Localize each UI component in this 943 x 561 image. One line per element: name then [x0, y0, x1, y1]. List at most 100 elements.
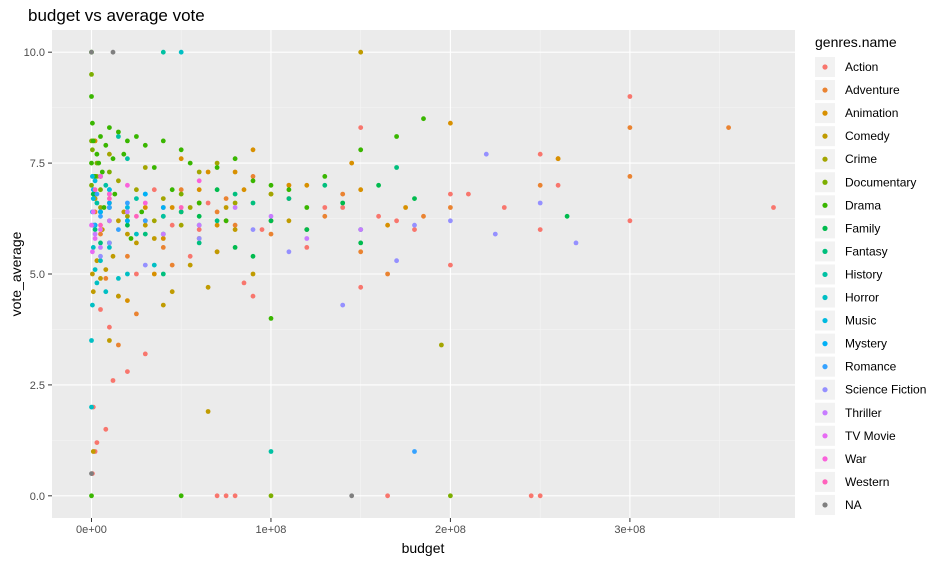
data-point: [160, 49, 166, 55]
axes: 0e+00 1e+08 2e+08 3e+08 0.0 2.5 5.0 7.5 10.0: [24, 47, 646, 536]
data-point: [121, 209, 127, 215]
legend-marker: [822, 410, 828, 416]
data-point: [96, 160, 102, 166]
data-point: [394, 258, 399, 264]
data-point: [232, 205, 238, 210]
data-point: [103, 142, 109, 148]
data-point: [107, 338, 112, 343]
data-point: [98, 307, 103, 312]
data-point: [90, 271, 95, 277]
data-point: [340, 205, 346, 210]
data-point: [134, 231, 139, 237]
data-point: [107, 245, 112, 250]
data-point: [169, 222, 175, 228]
legend-marker: [822, 387, 828, 393]
legend-marker: [822, 248, 828, 254]
data-point: [116, 178, 121, 184]
data-point: [107, 240, 112, 246]
data-point: [125, 253, 130, 259]
data-point: [103, 182, 109, 188]
data-point: [134, 134, 139, 139]
legend-label: Horror: [845, 291, 879, 305]
data-point: [134, 196, 139, 202]
data-point: [268, 182, 274, 188]
legend-item: Animation: [815, 103, 898, 124]
data-point: [448, 205, 453, 210]
data-point: [89, 404, 94, 410]
legend-item: Crime: [815, 149, 877, 170]
data-point: [92, 187, 98, 193]
legend-marker: [822, 456, 828, 462]
data-point: [394, 218, 399, 224]
legend-marker: [822, 271, 828, 278]
data-point: [160, 245, 166, 250]
data-point: [250, 227, 256, 233]
data-point: [187, 262, 193, 268]
data-point: [196, 236, 202, 241]
data-point: [358, 284, 364, 290]
data-point: [223, 196, 229, 202]
data-point: [187, 205, 193, 210]
legend-label: Fantasy: [845, 244, 888, 258]
y-tick-label: 10.0: [24, 47, 45, 59]
series-action: [90, 94, 776, 499]
data-point: [178, 156, 184, 162]
data-point: [160, 302, 166, 308]
data-point: [142, 222, 148, 228]
data-point: [196, 178, 202, 184]
data-point: [107, 205, 112, 210]
data-point: [268, 191, 274, 197]
legend-marker: [822, 64, 828, 70]
data-point: [268, 493, 274, 499]
data-point: [187, 253, 193, 259]
data-point: [492, 231, 498, 237]
series-horror: [89, 49, 184, 410]
data-point: [178, 49, 184, 55]
legend-label: Music: [845, 314, 876, 328]
legend-label: Adventure: [845, 83, 900, 97]
legend-marker: [822, 341, 828, 347]
data-point: [178, 209, 184, 215]
data-point: [160, 231, 166, 237]
x-tick-label: 0e+00: [76, 524, 107, 536]
data-point: [160, 138, 166, 144]
data-point: [116, 227, 121, 233]
data-point: [214, 165, 220, 170]
data-point: [92, 178, 98, 184]
legend-label: Western: [845, 475, 889, 489]
legend-marker: [822, 225, 828, 231]
data-point: [151, 262, 157, 268]
data-point: [250, 178, 256, 184]
legend-item: TV Movie: [815, 425, 896, 446]
data-point: [98, 227, 103, 233]
data-point: [196, 200, 202, 206]
data-point: [448, 218, 453, 224]
data-point: [151, 187, 157, 193]
data-point: [448, 191, 453, 197]
data-point: [223, 205, 229, 210]
data-point: [627, 125, 633, 130]
x-tick-label: 2e+08: [435, 524, 466, 536]
data-point: [98, 209, 103, 215]
data-point: [537, 151, 543, 157]
data-point: [110, 49, 116, 55]
data-point: [125, 213, 130, 219]
legend-marker: [822, 433, 828, 439]
data-point: [358, 227, 364, 233]
data-point: [232, 200, 238, 206]
data-point: [107, 196, 112, 202]
data-point: [286, 218, 292, 224]
data-point: [90, 138, 96, 144]
data-point: [169, 289, 175, 295]
series-war: [98, 174, 202, 206]
data-point: [121, 151, 127, 157]
series-na: [89, 49, 355, 499]
legend-label: Mystery: [845, 337, 887, 351]
data-point: [89, 160, 94, 166]
data-point: [151, 218, 157, 224]
data-point: [125, 298, 130, 303]
data-point: [142, 351, 148, 357]
data-point: [125, 218, 130, 224]
data-point: [139, 209, 145, 215]
data-point: [107, 324, 112, 330]
